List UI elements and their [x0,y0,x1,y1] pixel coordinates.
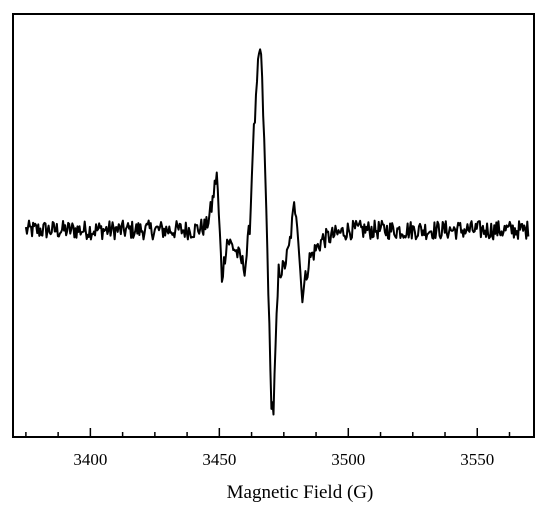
x-axis-ticks [25,428,511,437]
plot-frame [12,13,535,438]
x-tick-label: 3450 [202,450,236,469]
series-line [24,48,530,416]
x-tick-label: 3400 [73,450,107,469]
x-axis-tick-labels: 3400 3450 3500 3550 [73,450,494,469]
x-tick-label: 3500 [331,450,365,469]
x-axis-label: Magnetic Field (G) [227,482,374,503]
x-tick-label: 3550 [460,450,494,469]
